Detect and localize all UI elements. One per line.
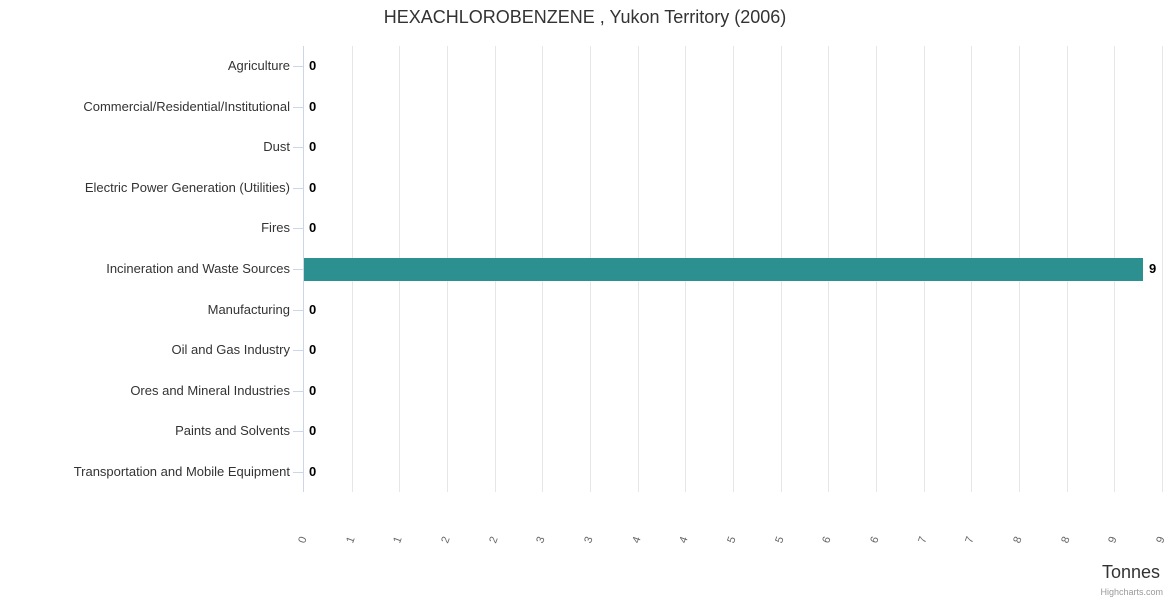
x-tick-label: 2: [439, 535, 453, 545]
x-tick-label: 7: [963, 535, 978, 545]
category-tick: [293, 66, 303, 68]
category-tick: [293, 309, 303, 311]
x-tick-label: 9: [1154, 535, 1168, 545]
category-tick: [293, 471, 303, 473]
x-tick-label: 7: [915, 535, 930, 545]
data-label: 9: [1149, 261, 1157, 276]
x-tick-label: 5: [725, 535, 739, 545]
x-tick-label: 8: [1011, 535, 1025, 545]
category-label: Ores and Mineral Industries: [130, 382, 290, 398]
category-label: Transportation and Mobile Equipment: [73, 463, 290, 479]
data-label: 0: [309, 463, 317, 479]
category-tick: [293, 106, 303, 108]
gridline: [1162, 46, 1163, 492]
x-tick-label: 2: [486, 535, 501, 545]
data-label: 0: [309, 301, 317, 317]
x-tick-label: 0: [296, 535, 310, 545]
data-label: 0: [309, 58, 317, 74]
x-tick-label: 3: [582, 535, 596, 545]
highcharts-credit-link[interactable]: Highcharts.com: [1100, 587, 1163, 597]
category-label: Oil and Gas Industry: [171, 342, 291, 358]
category-label: Dust: [263, 139, 290, 155]
data-label: 0: [309, 139, 317, 155]
category-label: Incineration and Waste Sources: [106, 261, 290, 276]
category-tick: [293, 350, 303, 352]
category-tick: [293, 269, 303, 270]
x-tick-label: 4: [629, 535, 644, 545]
x-tick-label: 9: [1106, 535, 1121, 545]
x-axis-title: Tonnes: [1101, 562, 1160, 582]
category-label: Agriculture: [227, 58, 290, 74]
category-label: Paints and Solvents: [175, 423, 290, 439]
x-tick-label: 8: [1058, 535, 1073, 545]
category-tick: [293, 147, 303, 149]
data-label: 0: [309, 179, 317, 195]
x-tick-label: 1: [391, 535, 406, 545]
x-tick-label: 6: [820, 535, 835, 545]
category-label: Commercial/Residential/Institutional: [83, 98, 290, 114]
data-label: 0: [309, 342, 317, 358]
x-tick-label: 4: [677, 535, 692, 545]
category-tick: [293, 187, 303, 189]
x-axis-tick-labels: 0 1 1 2 2 3 3 4 4 5 5 6 6 7 7 8 8 9 9: [296, 520, 1167, 570]
category-label: Manufacturing: [207, 301, 290, 317]
x-tick-label: 1: [343, 535, 358, 545]
category-tick: [293, 228, 303, 230]
category-label: Electric Power Generation (Utilities): [84, 179, 290, 195]
data-label: 0: [309, 423, 317, 439]
category-tick: [293, 431, 303, 433]
x-tick-label: 5: [772, 535, 787, 545]
category-label: Fires: [261, 220, 290, 236]
data-label: 0: [309, 220, 317, 236]
x-tick-label: 6: [868, 535, 882, 545]
data-label: 0: [309, 98, 317, 114]
bar-incineration-and-waste-sources[interactable]: [304, 257, 1143, 281]
data-label: 0: [309, 382, 317, 398]
chart-title: HEXACHLOROBENZENE , Yukon Territory (200…: [383, 7, 787, 27]
category-tick: [293, 390, 303, 392]
x-tick-label: 3: [534, 535, 549, 545]
